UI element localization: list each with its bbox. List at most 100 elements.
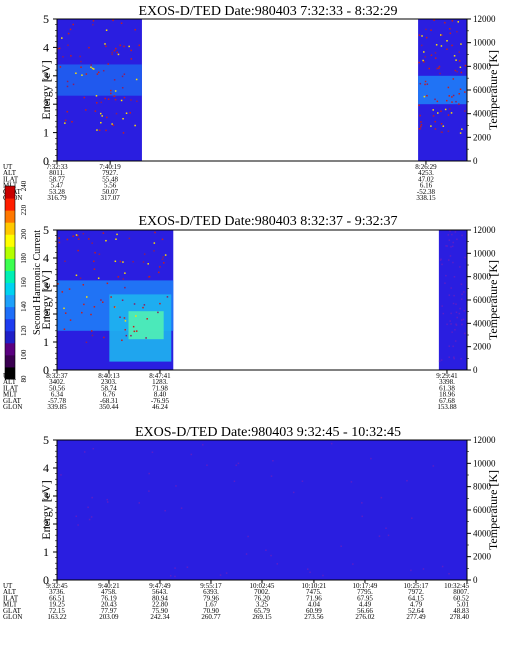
data-pixel: [98, 253, 101, 256]
data-pixel: [456, 316, 458, 319]
data-pixel: [58, 47, 61, 50]
data-pixel: [455, 311, 458, 314]
data-pixel: [120, 99, 123, 102]
table-cell: 3402.: [49, 378, 65, 386]
data-pixel: [370, 457, 372, 460]
table-cell: 71.98: [152, 384, 168, 392]
data-pixel: [99, 112, 102, 115]
data-pixel: [440, 131, 443, 133]
data-pixel: [161, 238, 164, 241]
data-pixel: [58, 237, 60, 239]
data-pixel: [452, 78, 455, 80]
data-pixel: [440, 123, 443, 125]
data-pixel: [93, 260, 95, 263]
table-cell: -76.95: [151, 397, 170, 405]
data-pixel: [82, 232, 85, 235]
data-pixel: [106, 282, 109, 285]
table-cell: 5.56: [104, 182, 117, 190]
data-pixel: [143, 253, 146, 255]
y-tick-label: 0: [43, 573, 49, 587]
data-pixel: [114, 90, 117, 92]
y-tick-label: 3: [43, 279, 49, 293]
data-pixel: [270, 475, 273, 477]
data-pixel: [449, 320, 451, 322]
table-cell: 80.94: [152, 594, 168, 602]
data-pixel: [422, 568, 425, 570]
table-cell: 8.40: [154, 391, 167, 399]
colorbar-frame: [4, 185, 16, 380]
colorbar-tick-label: 220: [20, 204, 28, 215]
table-cell: 3398.: [439, 378, 455, 386]
data-pixel: [446, 99, 448, 102]
table-cell: 58.77: [49, 175, 65, 183]
table-cell: 8011.: [49, 169, 65, 177]
data-pixel: [122, 261, 124, 263]
data-pixel: [457, 21, 460, 23]
table-cell: 9:47:49: [149, 582, 171, 590]
table-row-label: ILAT: [3, 594, 19, 602]
data-pixel: [419, 82, 422, 85]
table-row-label: UT: [3, 582, 13, 590]
data-pixel: [456, 30, 458, 33]
data-pixel: [163, 262, 165, 264]
table-cell: 7002.: [254, 588, 270, 596]
data-pixel: [441, 305, 443, 307]
data-pixel: [441, 565, 444, 568]
data-enhancement-core: [128, 311, 164, 340]
data-band: [57, 64, 142, 96]
data-pixel: [100, 121, 102, 124]
table-cell: 53.28: [49, 188, 65, 196]
y-tick-label: 0: [43, 154, 49, 168]
data-pixel: [419, 127, 422, 130]
data-pixel: [458, 60, 461, 62]
data-pixel: [66, 110, 69, 113]
data-pixel: [96, 102, 98, 104]
data-pixel: [161, 258, 164, 261]
data-pixel: [145, 337, 147, 339]
data-pixel: [435, 44, 438, 46]
colorbar-swatch: [5, 246, 15, 259]
table-cell: 10:02:45: [250, 582, 275, 590]
data-pixel: [464, 91, 466, 93]
colorbar-swatch: [5, 270, 15, 283]
data-pixel: [90, 516, 93, 518]
data-pixel: [77, 238, 80, 240]
data-pixel: [448, 294, 451, 296]
data-pixel: [447, 130, 450, 133]
y2-tick-label: 0: [473, 365, 478, 375]
data-pixel: [85, 341, 88, 344]
data-pixel: [61, 291, 64, 293]
table-cell: 242.34: [150, 613, 170, 621]
data-pixel: [105, 29, 108, 31]
data-pixel: [66, 238, 69, 241]
table-cell: 6.16: [420, 182, 433, 190]
data-pixel: [130, 99, 132, 101]
table-row-label: UT: [3, 163, 13, 171]
data-pixel: [110, 296, 112, 298]
data-pixel: [440, 34, 442, 36]
table-cell: 269.15: [252, 613, 272, 621]
table-cell: 77.97: [101, 607, 117, 615]
table-row-label: GLAT: [3, 397, 22, 405]
table-cell: 260.77: [201, 613, 221, 621]
data-pixel: [440, 45, 443, 47]
data-pixel: [451, 20, 454, 22]
data-pixel: [450, 246, 452, 248]
data-pixel: [422, 59, 424, 62]
data-pixel: [292, 491, 295, 494]
data-pixel: [64, 312, 67, 314]
y-tick-label: 1: [43, 126, 49, 140]
data-pixel: [91, 67, 94, 70]
data-pixel: [464, 64, 467, 67]
data-pixel: [164, 254, 167, 256]
data-pixel: [80, 60, 82, 63]
data-pixel: [70, 55, 72, 57]
data-pixel: [434, 98, 436, 101]
data-pixel: [446, 48, 448, 50]
table-cell: 8007.: [453, 588, 469, 596]
table-cell: 47.02: [418, 175, 434, 183]
data-pixel: [459, 307, 461, 310]
table-row-label: ILAT: [3, 175, 19, 183]
table-cell: 60.99: [306, 607, 322, 615]
data-pixel: [424, 56, 426, 58]
